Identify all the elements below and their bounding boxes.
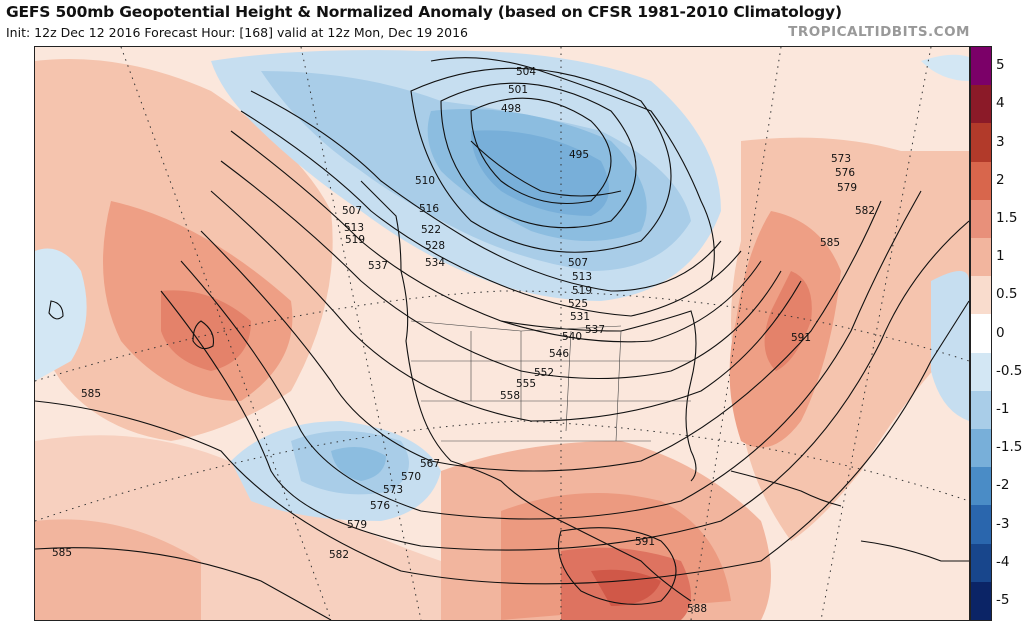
contour-label: 495	[569, 149, 589, 161]
colorbar-tick-label: -1	[996, 400, 1010, 417]
contour-label: 591	[791, 332, 811, 344]
colorbar-tick-label: 2	[996, 171, 1005, 188]
colorbar-segment	[971, 47, 991, 86]
contour-label: 555	[516, 378, 536, 390]
state-borders	[410, 320, 691, 442]
contour-label: 513	[572, 271, 592, 283]
colorbar	[970, 46, 992, 621]
contour-label: 507	[342, 205, 362, 217]
contour-label: 567	[420, 458, 440, 470]
colorbar-segment	[971, 390, 991, 430]
contour-label: 582	[329, 549, 349, 561]
contour-label: 573	[831, 153, 851, 165]
contour-label: 528	[425, 240, 445, 252]
contour-label: 576	[370, 500, 390, 512]
colorbar-segment	[971, 467, 991, 506]
colorbar-tick-label: 0.5	[996, 286, 1018, 303]
contour-label: 504	[516, 66, 536, 78]
colorbar-segment	[971, 543, 991, 583]
contour-label: 570	[401, 471, 421, 483]
graticule	[35, 47, 969, 620]
contour-label: 510	[415, 175, 435, 187]
colorbar-segment	[971, 161, 991, 201]
map-canvas: 504 501 498 495 510 507 513 519 516 522 …	[35, 47, 969, 620]
colorbar-tick-label: 5	[996, 57, 1005, 74]
contour-label: 516	[419, 203, 439, 215]
colorbar-segment	[971, 85, 991, 124]
height-contours	[35, 67, 969, 620]
colorbar-tick-label: 4	[996, 95, 1005, 112]
contour-label: 534	[425, 257, 445, 269]
contour-label: 540	[562, 331, 582, 343]
anomaly-map: 504 501 498 495 510 507 513 519 516 522 …	[34, 46, 970, 621]
colorbar-tick-label: -5	[996, 591, 1010, 608]
contour-label: 519	[572, 285, 592, 297]
contour-label: 501	[508, 84, 528, 96]
colorbar-segment	[971, 123, 991, 163]
coastlines	[360, 57, 969, 602]
colorbar-segment	[971, 314, 991, 354]
contour-label: 558	[500, 390, 520, 402]
colorbar-segment	[971, 581, 991, 621]
contour-label: 552	[534, 367, 554, 379]
colorbar-tick-label: 1.5	[996, 209, 1018, 226]
contour-label: 525	[568, 298, 588, 310]
contour-label: 588	[687, 603, 707, 615]
map-title: GEFS 500mb Geopotential Height & Normali…	[6, 3, 842, 21]
colorbar-tick-label: 0	[996, 324, 1005, 341]
colorbar-segment	[971, 352, 991, 392]
colorbar-tick-label: -2	[996, 477, 1010, 494]
contour-label: 585	[81, 388, 101, 400]
brand-watermark[interactable]: TROPICALTIDBITS.COM	[788, 24, 970, 40]
colorbar-segment	[971, 429, 991, 468]
contour-label: 537	[585, 324, 605, 336]
contour-label: 513	[344, 222, 364, 234]
contour-label: 573	[383, 484, 403, 496]
contour-label: 582	[855, 205, 875, 217]
colorbar-segment	[971, 238, 991, 277]
contour-labels: 504 501 498 495 510 507 513 519 516 522 …	[52, 66, 875, 615]
colorbar-tick-label: -4	[996, 553, 1010, 570]
contour-label: 537	[368, 260, 388, 272]
negative-anomaly-shading	[35, 50, 969, 521]
contour-label: 579	[347, 519, 367, 531]
colorbar-tick-label: -1.5	[996, 439, 1023, 456]
contour-label: 585	[52, 547, 72, 559]
contour-label: 591	[635, 536, 655, 548]
contour-label: 546	[549, 348, 569, 360]
positive-anomaly-shading	[35, 59, 969, 620]
colorbar-tick-label: -0.5	[996, 362, 1023, 379]
contour-label: 522	[421, 224, 441, 236]
contour-label: 498	[501, 103, 521, 115]
colorbar-tick-label: -3	[996, 515, 1010, 532]
map-subtitle: Init: 12z Dec 12 2016 Forecast Hour: [16…	[6, 25, 468, 40]
colorbar-segment	[971, 505, 991, 545]
contour-label: 519	[345, 234, 365, 246]
colorbar-tick-label: 1	[996, 248, 1005, 265]
colorbar-segment	[971, 199, 991, 239]
contour-label: 576	[835, 167, 855, 179]
colorbar-segment	[971, 276, 991, 315]
colorbar-tick-label: 3	[996, 133, 1005, 150]
contour-label: 531	[570, 311, 590, 323]
contour-label: 585	[820, 237, 840, 249]
contour-label: 507	[568, 257, 588, 269]
contour-label: 579	[837, 182, 857, 194]
